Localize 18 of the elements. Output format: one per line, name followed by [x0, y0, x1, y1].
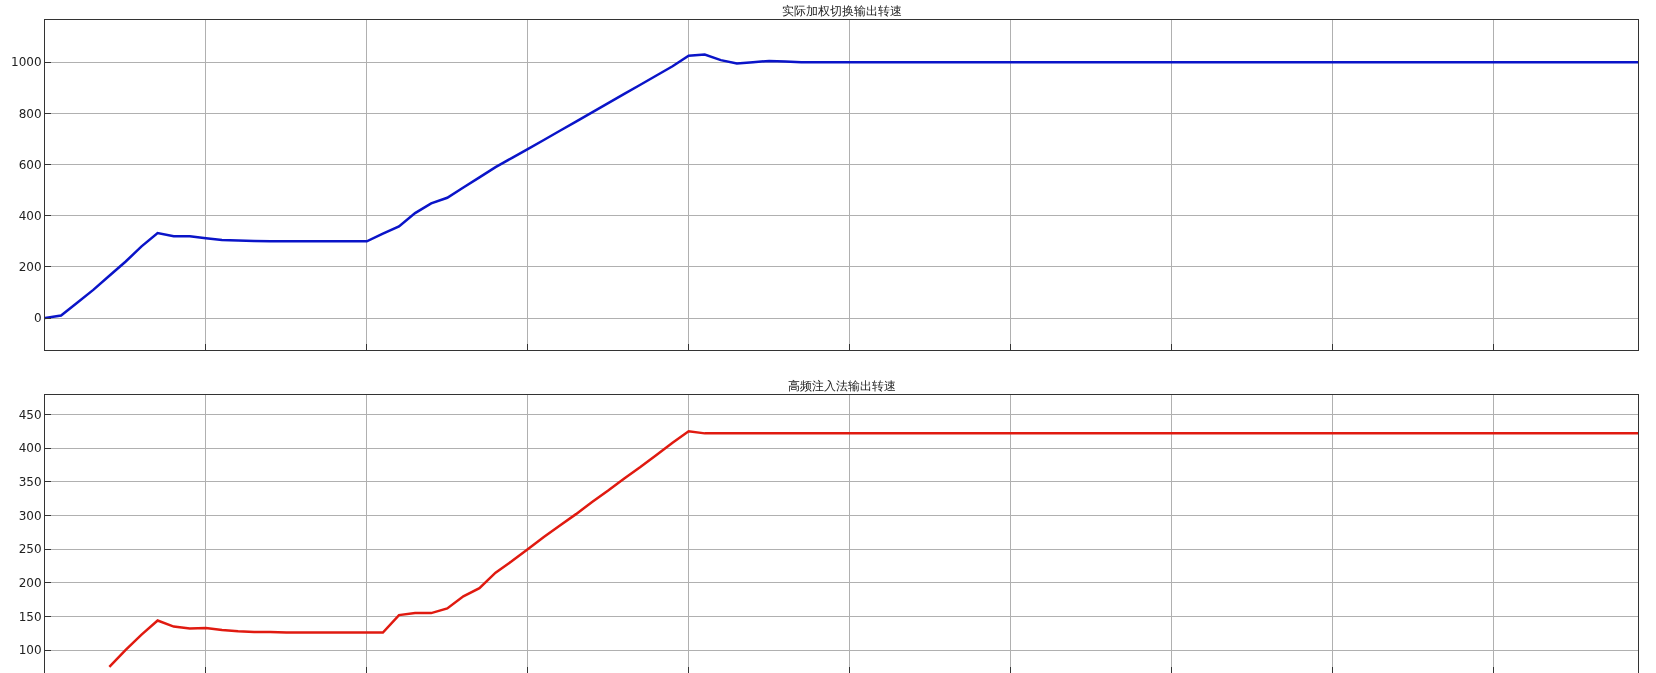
y-tick-label: 450 [18, 407, 42, 422]
line-series [45, 53, 1638, 320]
y-tick-label: 200 [18, 576, 42, 590]
y-tick-label: 1000 [11, 55, 42, 70]
line-series [108, 430, 1638, 669]
y-tick-label: 100 [18, 643, 42, 658]
y-tick-label: 350 [18, 475, 42, 490]
y-tick-label: 150 [18, 609, 42, 624]
y-tick-label: 300 [18, 508, 42, 523]
y-tick-label: 250 [18, 542, 42, 557]
chart-title: 高频注入法输出转速 [788, 379, 896, 393]
y-tick-label: 600 [18, 157, 42, 172]
y-tick-label: 800 [18, 106, 42, 121]
y-tick-label: 200 [18, 260, 42, 275]
y-tick-label: 0 [33, 311, 42, 326]
chart-title: 实际加权切换输出转速 [782, 4, 902, 18]
y-tick-label: 400 [18, 208, 42, 223]
y-tick-label: 400 [18, 441, 42, 456]
